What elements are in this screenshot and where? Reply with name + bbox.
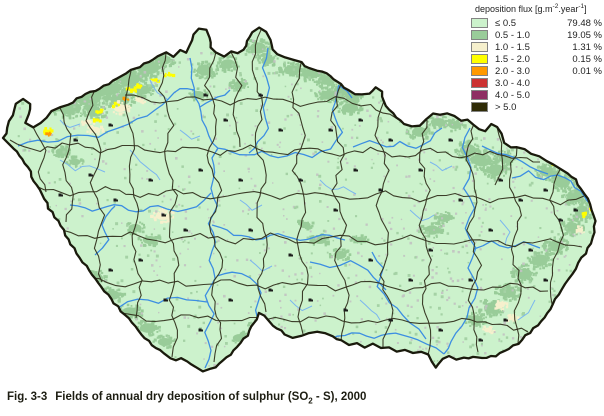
legend-color-swatch xyxy=(471,42,488,52)
legend-percent-value: 0.01 % xyxy=(572,65,602,77)
legend-item: 2.0 - 3.0 0.01 % xyxy=(471,65,602,77)
legend-percent-value: 0.15 % xyxy=(572,53,602,65)
legend-color-swatch xyxy=(471,66,488,76)
czech-republic-deposition-map xyxy=(1,26,597,373)
legend-range-label: 2.0 - 3.0 xyxy=(495,65,530,77)
legend-color-swatch xyxy=(471,18,488,28)
legend-color-swatch xyxy=(471,78,488,88)
legend-item: 1.5 - 2.0 0.15 % xyxy=(471,53,602,65)
legend-range-label: > 5.0 xyxy=(495,101,517,113)
figure-caption: Fig. 3-3 Fields of annual dry deposition … xyxy=(7,391,597,405)
legend-item: > 5.0 xyxy=(471,101,602,113)
legend: deposition flux [g.m-2.year-1] ≤ 0.5 79.4… xyxy=(471,3,602,113)
legend-range-label: 1.0 - 1.5 xyxy=(495,41,530,53)
legend-item: ≤ 0.5 79.48 % xyxy=(471,17,602,29)
legend-percent-value: 1.31 % xyxy=(572,41,602,53)
legend-range-label: 1.5 - 2.0 xyxy=(495,53,530,65)
caption-fig-number: Fig. 3-3 xyxy=(7,391,48,403)
caption-text: Fields of annual dry deposition of sulph… xyxy=(55,391,367,406)
legend-color-swatch xyxy=(471,102,488,112)
legend-percent-value: 19.05 % xyxy=(567,29,602,41)
legend-items: ≤ 0.5 79.48 % 0.5 - 1.0 19.05 % 1.0 - 1.5 1.3… xyxy=(471,17,602,113)
legend-title: deposition flux [g.m-2.year-1] xyxy=(475,3,587,14)
legend-color-swatch xyxy=(471,30,488,40)
legend-item: 3.0 - 4.0 xyxy=(471,77,602,89)
map-area: deposition flux [g.m-2.year-1] ≤ 0.5 79.4… xyxy=(1,3,602,373)
legend-range-label: 3.0 - 4.0 xyxy=(495,77,530,89)
legend-item: 1.0 - 1.5 1.31 % xyxy=(471,41,602,53)
legend-item: 4.0 - 5.0 xyxy=(471,89,602,101)
legend-percent-value: 79.48 % xyxy=(567,17,602,29)
legend-range-label: 4.0 - 5.0 xyxy=(495,89,530,101)
legend-color-swatch xyxy=(471,90,488,100)
legend-color-swatch xyxy=(471,54,488,64)
legend-item: 0.5 - 1.0 19.05 % xyxy=(471,29,602,41)
legend-range-label: 0.5 - 1.0 xyxy=(495,29,530,41)
legend-range-label: ≤ 0.5 xyxy=(495,17,517,29)
